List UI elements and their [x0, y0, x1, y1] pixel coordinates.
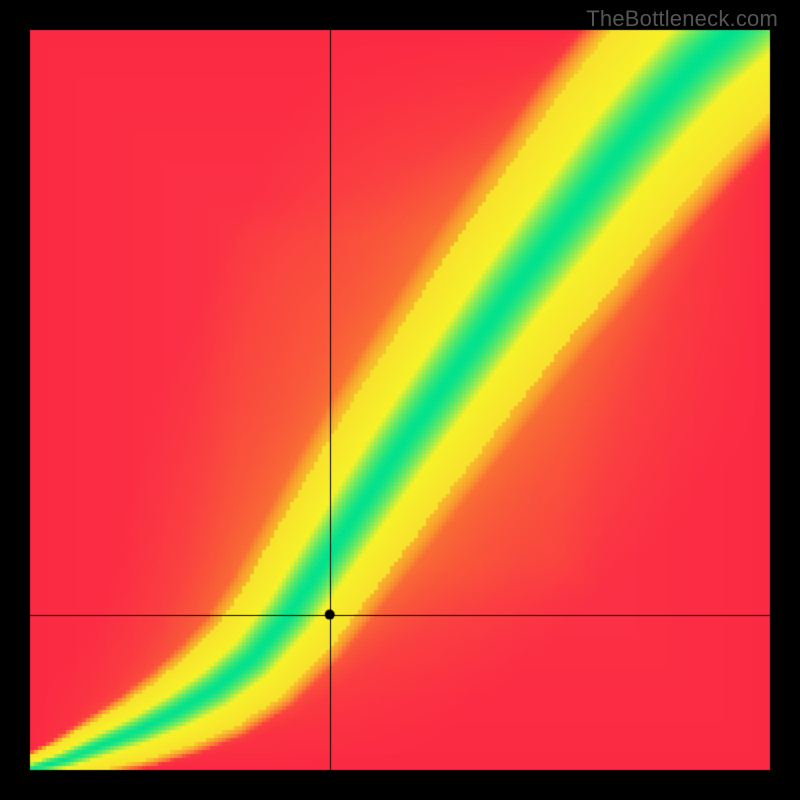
chart-container: TheBottleneck.com: [0, 0, 800, 800]
heatmap-canvas: [0, 0, 800, 800]
watermark-text: TheBottleneck.com: [586, 6, 778, 32]
